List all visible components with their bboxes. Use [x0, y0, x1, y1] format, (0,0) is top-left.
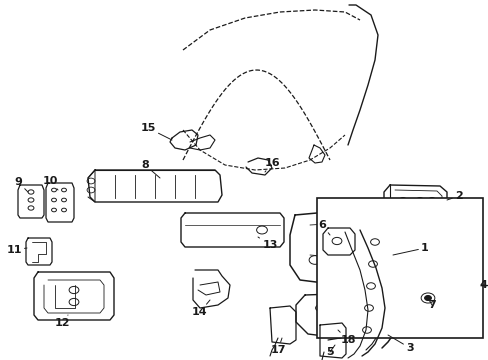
Text: 7: 7	[427, 298, 435, 310]
Text: 10: 10	[42, 176, 58, 190]
Text: 3: 3	[387, 335, 413, 353]
Text: 13: 13	[258, 237, 277, 250]
Text: 8: 8	[141, 160, 160, 178]
Text: 15: 15	[140, 123, 172, 140]
Text: 16: 16	[264, 158, 279, 172]
Text: 12: 12	[54, 315, 70, 328]
Text: 14: 14	[192, 300, 209, 317]
Text: 18: 18	[337, 330, 355, 345]
Circle shape	[424, 296, 430, 301]
Bar	[316, 198, 482, 338]
Text: 17: 17	[270, 338, 285, 355]
Text: 6: 6	[317, 220, 329, 235]
Text: 4: 4	[487, 280, 488, 290]
Text: 9: 9	[14, 177, 28, 192]
Text: 4: 4	[479, 280, 487, 290]
Text: 2: 2	[446, 191, 462, 201]
Text: 1: 1	[392, 243, 428, 255]
Text: 11: 11	[6, 245, 27, 255]
Text: 5: 5	[325, 345, 334, 357]
